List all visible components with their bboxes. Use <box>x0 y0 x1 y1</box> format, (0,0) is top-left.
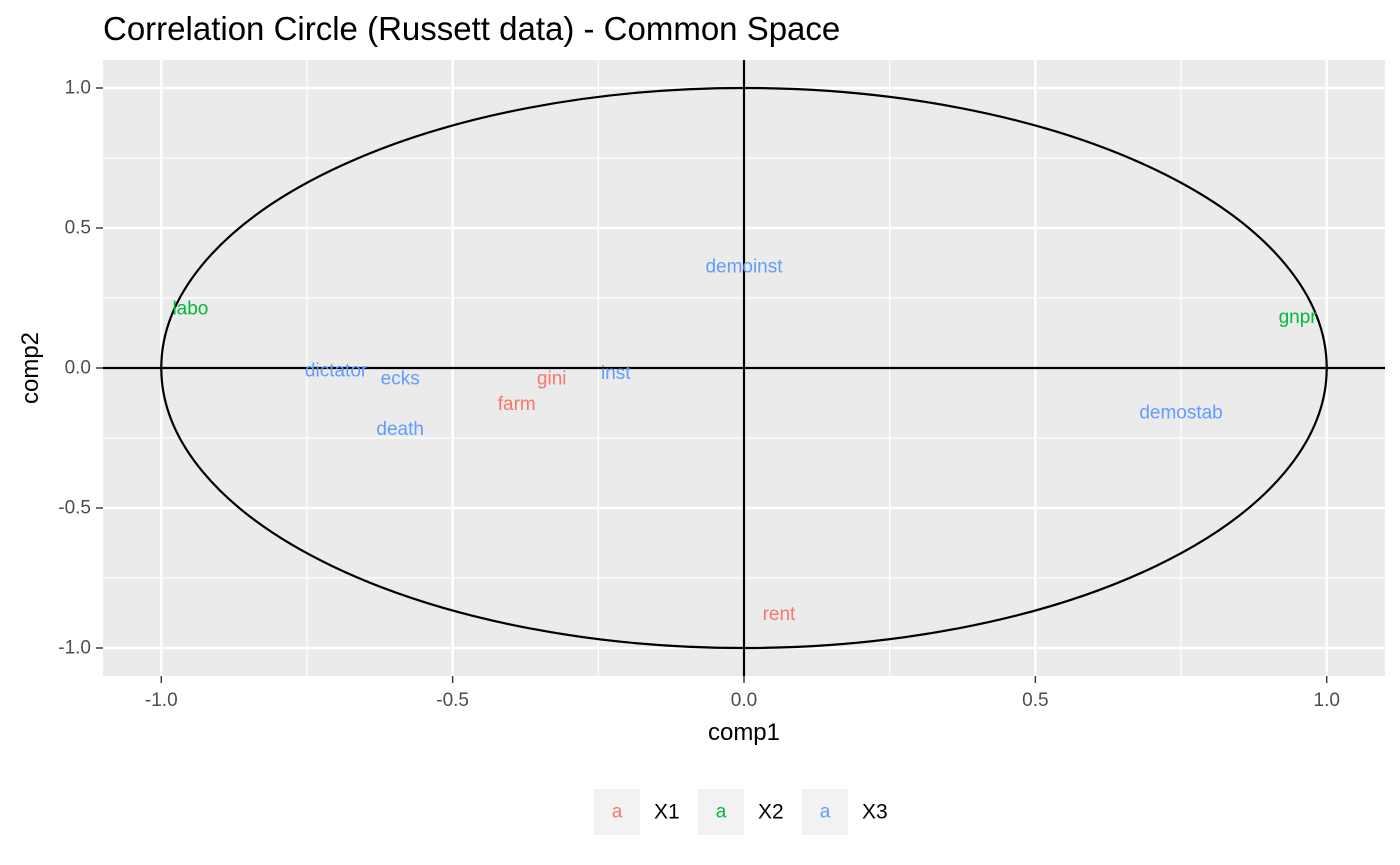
variable-label-dictator: dictator <box>305 360 368 381</box>
variable-label-rent: rent <box>763 604 796 625</box>
x-axis-ticks: -1.0 -0.5 0.0 0.5 1.0 <box>145 676 1340 711</box>
y-tick-label: 0.5 <box>65 218 91 239</box>
legend-key-X3 <box>802 789 848 835</box>
variable-label-gini: gini <box>537 369 567 390</box>
variable-label-ecks: ecks <box>381 369 420 390</box>
x-tick-label: -0.5 <box>436 690 469 711</box>
y-axis-ticks: -1.0 -0.5 0.0 0.5 1.0 <box>58 78 103 659</box>
legend-key-glyph: a <box>612 802 623 823</box>
x-axis-title: comp1 <box>708 719 780 746</box>
variable-label-gnpr: gnpr <box>1279 307 1318 328</box>
variable-label-inst: inst <box>601 363 631 384</box>
y-tick-label: 0.0 <box>65 358 91 379</box>
legend-key-glyph: a <box>820 802 831 823</box>
x-tick-label: 0.0 <box>731 690 757 711</box>
legend-key-glyph: a <box>716 802 727 823</box>
variable-label-demostab: demostab <box>1139 402 1222 423</box>
x-tick-label: 1.0 <box>1314 690 1340 711</box>
legend-key-X1 <box>594 789 640 835</box>
legend-label-X2: X2 <box>758 801 784 824</box>
x-tick-label: 0.5 <box>1022 690 1048 711</box>
y-tick-label: -0.5 <box>58 498 91 519</box>
chart-title: Correlation Circle (Russett data) - Comm… <box>103 10 840 47</box>
zero-axis-lines <box>103 60 1385 676</box>
legend-key-X2 <box>698 789 744 835</box>
variable-label-demoinst: demoinst <box>705 257 783 278</box>
y-axis-title: comp2 <box>17 332 44 404</box>
x-tick-label: -1.0 <box>145 690 178 711</box>
variable-label-farm: farm <box>498 394 536 415</box>
legend-label-X3: X3 <box>862 801 888 824</box>
y-tick-label: -1.0 <box>58 638 91 659</box>
variable-label-death: death <box>376 419 424 440</box>
variable-label-labo: labo <box>172 299 208 320</box>
y-tick-label: 1.0 <box>65 78 91 99</box>
legend-label-X1: X1 <box>654 801 680 824</box>
legend: a X1 a X2 a X3 <box>594 789 888 835</box>
